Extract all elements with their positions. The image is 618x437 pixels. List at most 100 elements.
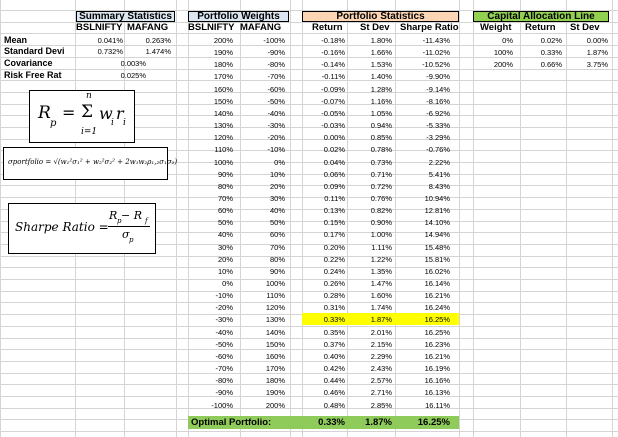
weight-bslnifty-cell: -30% bbox=[215, 315, 233, 324]
weight-mafang-cell: 10% bbox=[269, 170, 285, 179]
sharpe-num-sub: p bbox=[117, 217, 122, 225]
stats-sharpe-cell: -9.14% bbox=[426, 85, 450, 94]
optimal-return: 0.33% bbox=[318, 417, 345, 428]
cal-col-stdev: St Dev bbox=[570, 22, 600, 33]
weight-mafang-cell: -10% bbox=[267, 145, 285, 154]
formula-w: w bbox=[99, 104, 113, 123]
stats-return-cell: 0.42% bbox=[323, 364, 345, 373]
highlighted-row bbox=[302, 313, 459, 325]
stats-stdev-cell: 1.28% bbox=[370, 85, 392, 94]
std-bslnifty: 0.732% bbox=[97, 47, 123, 56]
label-covariance: Covariance bbox=[4, 58, 53, 68]
stats-sharpe-cell: 16.19% bbox=[424, 364, 450, 373]
sharpe-num-sub2: f bbox=[145, 217, 148, 225]
sharpe-num-r: R bbox=[109, 209, 118, 222]
stats-return-cell: 0.20% bbox=[323, 243, 345, 252]
weight-bslnifty-cell: 180% bbox=[213, 60, 233, 69]
cal-weight-cell: 200% bbox=[493, 60, 513, 69]
weight-bslnifty-cell: -100% bbox=[211, 401, 233, 410]
label-risk-free: Risk Free Rat bbox=[4, 70, 62, 80]
portfolio-sigma-formula: σportfolio = √(w₁²σ₁² + w₂²σ₂² + 2w₁w₂ρ₁… bbox=[3, 147, 177, 180]
stats-col-return: Return bbox=[312, 22, 343, 33]
portfolio-return-formula: R p = n Σ i=1 w i r i bbox=[29, 90, 135, 143]
weight-bslnifty-cell: 30% bbox=[217, 243, 233, 252]
stats-stdev-cell: 0.73% bbox=[370, 158, 392, 167]
weight-mafang-cell: 140% bbox=[265, 328, 285, 337]
weights-col-bslnifty: BSLNIFTY bbox=[188, 22, 235, 33]
stats-return-cell: 0.17% bbox=[323, 230, 345, 239]
stats-sharpe-cell: 2.22% bbox=[428, 158, 450, 167]
stats-stdev-cell: 0.78% bbox=[370, 145, 392, 154]
stats-stdev-cell: 1.16% bbox=[370, 97, 392, 106]
stats-stdev-cell: 2.71% bbox=[370, 388, 392, 397]
cal-col-weight: Weight bbox=[480, 22, 512, 33]
summary-col-mafang: MAFANG bbox=[127, 22, 169, 33]
stats-return-cell: 0.06% bbox=[323, 170, 345, 179]
stats-return-cell: 0.15% bbox=[323, 218, 345, 227]
weight-bslnifty-cell: -20% bbox=[215, 303, 233, 312]
stats-stdev-cell: 1.11% bbox=[371, 243, 392, 252]
cal-stdev-cell: 3.75% bbox=[586, 60, 608, 69]
cal-return-cell: 0.66% bbox=[540, 60, 562, 69]
stats-return-cell: 0.28% bbox=[323, 291, 345, 300]
formula-equals: = bbox=[62, 103, 76, 122]
cal-return-cell: 0.02% bbox=[540, 36, 562, 45]
stats-stdev-cell: 0.82% bbox=[370, 206, 392, 215]
stats-sharpe-cell: -9.90% bbox=[426, 72, 450, 81]
stats-sharpe-cell: 16.16% bbox=[424, 376, 450, 385]
weight-mafang-cell: -20% bbox=[267, 133, 285, 142]
stats-return-cell: 0.44% bbox=[323, 376, 345, 385]
stats-sharpe-cell: 12.81% bbox=[424, 206, 450, 215]
stats-stdev-cell: 2.85% bbox=[370, 401, 392, 410]
weight-mafang-cell: 100% bbox=[265, 279, 285, 288]
cal-return-cell: 0.33% bbox=[540, 48, 562, 57]
stats-stdev-cell: 0.90% bbox=[370, 218, 392, 227]
stats-stdev-cell: 1.53% bbox=[370, 60, 392, 69]
stats-sharpe-cell: 5.41% bbox=[428, 170, 450, 179]
weight-bslnifty-cell: 120% bbox=[213, 133, 233, 142]
weight-mafang-cell: 90% bbox=[269, 267, 285, 276]
stats-stdev-cell: 1.35% bbox=[370, 267, 392, 276]
weight-bslnifty-cell: -50% bbox=[215, 340, 233, 349]
weight-mafang-cell: 130% bbox=[265, 315, 285, 324]
optimal-portfolio-label: Optimal Portfolio: bbox=[191, 417, 272, 428]
stats-return-cell: 0.31% bbox=[323, 303, 345, 312]
weight-bslnifty-cell: -80% bbox=[215, 376, 233, 385]
weight-bslnifty-cell: -40% bbox=[215, 328, 233, 337]
weight-mafang-cell: 120% bbox=[265, 303, 285, 312]
weight-mafang-cell: 160% bbox=[265, 352, 285, 361]
weight-bslnifty-cell: -10% bbox=[215, 291, 233, 300]
stats-return-cell: -0.03% bbox=[321, 121, 345, 130]
risk-free-value: 0.025% bbox=[120, 71, 146, 80]
stats-return-cell: 0.24% bbox=[323, 267, 345, 276]
stats-sharpe-cell: 15.81% bbox=[424, 255, 450, 264]
optimal-portfolio-row bbox=[188, 416, 459, 429]
weight-mafang-cell: -70% bbox=[267, 72, 285, 81]
stats-return-cell: 0.33% bbox=[323, 315, 345, 324]
mean-mafang: 0.263% bbox=[145, 36, 171, 45]
stats-sharpe-cell: -6.92% bbox=[426, 109, 450, 118]
weight-bslnifty-cell: 0% bbox=[222, 279, 233, 288]
stats-sharpe-cell: 16.11% bbox=[425, 401, 450, 410]
stats-sharpe-cell: 16.02% bbox=[424, 267, 450, 276]
stats-stdev-cell: 0.85% bbox=[370, 133, 392, 142]
weight-mafang-cell: 0% bbox=[274, 158, 285, 167]
stats-return-cell: 0.13% bbox=[323, 206, 345, 215]
stats-stdev-cell: 2.57% bbox=[370, 376, 392, 385]
stats-sharpe-cell: 16.21% bbox=[424, 291, 450, 300]
summary-statistics-header: Summary Statistics bbox=[76, 11, 175, 22]
stats-return-cell: 0.37% bbox=[323, 340, 345, 349]
stats-sharpe-cell: 16.25% bbox=[424, 315, 450, 324]
stats-return-cell: -0.18% bbox=[321, 36, 345, 45]
sharpe-den-sub: p bbox=[129, 236, 134, 244]
weight-mafang-cell: 170% bbox=[265, 364, 285, 373]
formula-i1: i=1 bbox=[81, 127, 98, 137]
weight-bslnifty-cell: -60% bbox=[215, 352, 233, 361]
stats-return-cell: -0.09% bbox=[321, 85, 345, 94]
stats-return-cell: 0.40% bbox=[323, 352, 345, 361]
weight-mafang-cell: 50% bbox=[269, 218, 285, 227]
stats-return-cell: 0.22% bbox=[323, 255, 345, 264]
weight-mafang-cell: 200% bbox=[265, 401, 285, 410]
weight-mafang-cell: 150% bbox=[265, 340, 285, 349]
sharpe-lhs: Sharpe Ratio = bbox=[15, 220, 109, 234]
